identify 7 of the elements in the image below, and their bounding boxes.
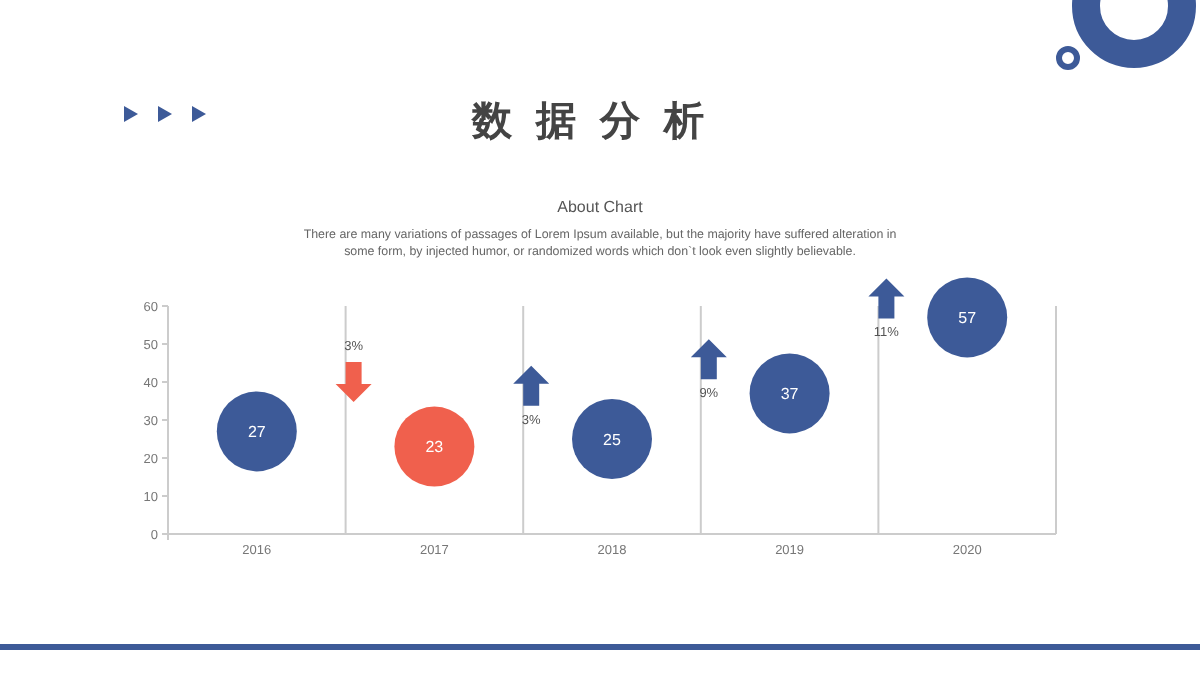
data-label: 27: [247, 423, 267, 441]
data-label: 57: [958, 309, 978, 327]
data-label: 23: [425, 438, 445, 457]
chart-title: 数据分析: [470, 96, 728, 144]
chart-subtitle: About Chart: [557, 198, 645, 216]
data-label: 25: [603, 430, 622, 449]
data-label: 37: [780, 385, 800, 403]
